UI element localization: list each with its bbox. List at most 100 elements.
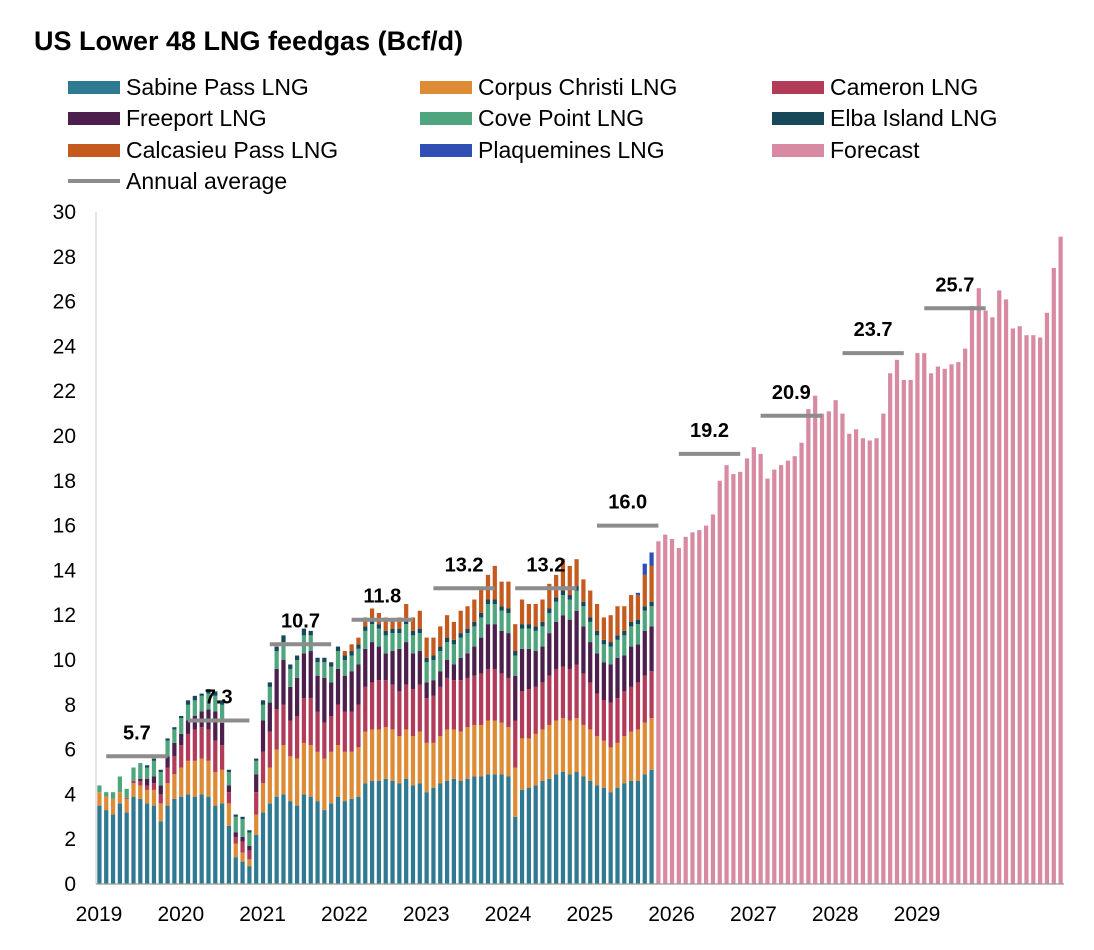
bar-corpus-christi: [581, 724, 586, 777]
bar-sabine-pass: [349, 798, 354, 884]
x-tick-label: 2020: [157, 903, 204, 926]
bar-freeport: [588, 642, 593, 683]
bar-calcasieu-pass: [397, 617, 402, 629]
bar-cameron: [158, 794, 163, 804]
bar-sabine-pass: [506, 776, 511, 884]
bar-elba-island: [206, 689, 211, 694]
bar-sabine-pass: [342, 801, 347, 884]
legend-swatch-elba-island: [772, 111, 824, 125]
bar-corpus-christi: [642, 722, 647, 775]
bar-elba-island: [479, 612, 484, 618]
bar-freeport: [615, 657, 620, 699]
bar-calcasieu-pass: [424, 637, 429, 658]
bar-cameron: [574, 664, 579, 719]
x-tick-label: 2029: [894, 903, 941, 926]
bar-sabine-pass: [588, 780, 593, 884]
bar-forecast: [922, 353, 927, 884]
bar-cove-point: [363, 630, 368, 649]
bar-freeport: [220, 722, 225, 746]
bar-corpus-christi: [438, 736, 443, 784]
bar-cove-point: [158, 772, 163, 786]
bar-sabine-pass: [608, 792, 613, 884]
bar-sabine-pass: [410, 785, 416, 884]
bar-sabine-pass: [424, 792, 429, 884]
bar-cameron: [335, 704, 341, 746]
bar-cove-point: [179, 718, 184, 734]
bar-forecast: [738, 471, 743, 884]
bar-cameron: [294, 716, 300, 759]
bar-freeport: [533, 651, 538, 687]
bar-freeport: [288, 686, 293, 721]
bar-cameron: [431, 695, 436, 743]
bar-sabine-pass: [451, 778, 456, 884]
bar-calcasieu-pass: [622, 606, 627, 631]
bar-sabine-pass: [185, 794, 191, 884]
bar-forecast: [697, 530, 702, 884]
bar-sabine-pass: [110, 814, 116, 884]
bar-sabine-pass: [308, 796, 313, 884]
bar-cameron: [260, 751, 266, 784]
x-tick-label: 2023: [403, 903, 450, 926]
bar-sabine-pass: [206, 796, 211, 884]
bar-cove-point: [267, 686, 272, 703]
bar-freeport: [547, 633, 552, 676]
bar-corpus-christi: [458, 731, 463, 781]
bar-freeport: [560, 615, 566, 667]
bar-elba-island: [588, 617, 593, 622]
legend-swatch-plaquemines: [420, 143, 472, 157]
bar-elba-island: [233, 814, 238, 817]
legend-label-elba-island: Elba Island LNG: [830, 105, 998, 131]
bar-freeport: [444, 660, 450, 678]
bar-elba-island: [622, 630, 627, 636]
annual-average-label: 5.7: [123, 722, 151, 744]
bar-sabine-pass: [431, 787, 436, 884]
bar-cove-point: [213, 695, 218, 712]
bar-forecast: [1010, 328, 1015, 885]
bar-cove-point: [294, 660, 300, 678]
bar-sabine-pass: [131, 796, 136, 884]
bar-sabine-pass: [260, 812, 266, 884]
bar-sabine-pass: [294, 805, 300, 884]
legend-label-sabine-pass: Sabine Pass LNG: [126, 74, 309, 100]
bar-freeport: [342, 675, 347, 712]
bar-corpus-christi: [138, 785, 143, 799]
bar-cameron: [485, 668, 491, 721]
bar-calcasieu-pass: [615, 606, 620, 636]
bar-freeport: [335, 668, 341, 705]
bar-forecast: [690, 532, 695, 884]
bar-elba-island: [608, 642, 613, 647]
bar-corpus-christi: [383, 727, 388, 779]
bar-corpus-christi: [513, 767, 518, 817]
bar-elba-island: [629, 621, 634, 627]
bar-cameron: [172, 756, 177, 775]
bar-cove-point: [274, 651, 279, 669]
bar-cameron: [417, 684, 422, 732]
y-tick-label: 28: [53, 246, 76, 269]
bar-elba-island: [438, 646, 443, 652]
bar-freeport: [608, 664, 613, 703]
bar-elba-island: [213, 691, 218, 696]
bar-sabine-pass: [288, 801, 293, 884]
bar-corpus-christi: [479, 724, 484, 777]
bar-sabine-pass: [226, 825, 232, 884]
bar-forecast: [826, 411, 831, 884]
annual-average-label: 16.0: [608, 492, 647, 514]
bar-forecast: [874, 438, 879, 884]
bar-forecast: [847, 433, 852, 884]
bar-cove-point: [629, 626, 634, 647]
bar-cameron: [240, 841, 245, 853]
bar-cameron: [274, 709, 279, 750]
bar-freeport: [526, 648, 531, 690]
bar-sabine-pass: [315, 801, 320, 884]
bar-corpus-christi: [151, 789, 157, 806]
y-tick-label: 26: [53, 291, 76, 314]
bar-corpus-christi: [329, 751, 334, 804]
bar-cameron: [145, 785, 150, 790]
bar-elba-island: [458, 633, 463, 638]
bar-forecast: [683, 536, 688, 884]
bar-freeport: [574, 610, 579, 665]
bar-corpus-christi: [172, 774, 177, 799]
bar-corpus-christi: [165, 783, 170, 806]
bar-sabine-pass: [629, 780, 634, 884]
bar-cameron: [165, 767, 170, 784]
